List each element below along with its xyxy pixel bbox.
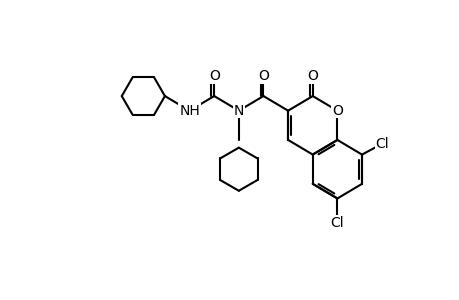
Text: O: O [208,69,219,83]
Text: NH: NH [179,104,200,118]
Text: N: N [233,104,243,118]
Text: O: O [257,69,269,83]
Text: O: O [331,104,342,118]
Text: Cl: Cl [330,216,343,230]
Text: Cl: Cl [375,137,388,151]
Text: O: O [307,69,318,83]
